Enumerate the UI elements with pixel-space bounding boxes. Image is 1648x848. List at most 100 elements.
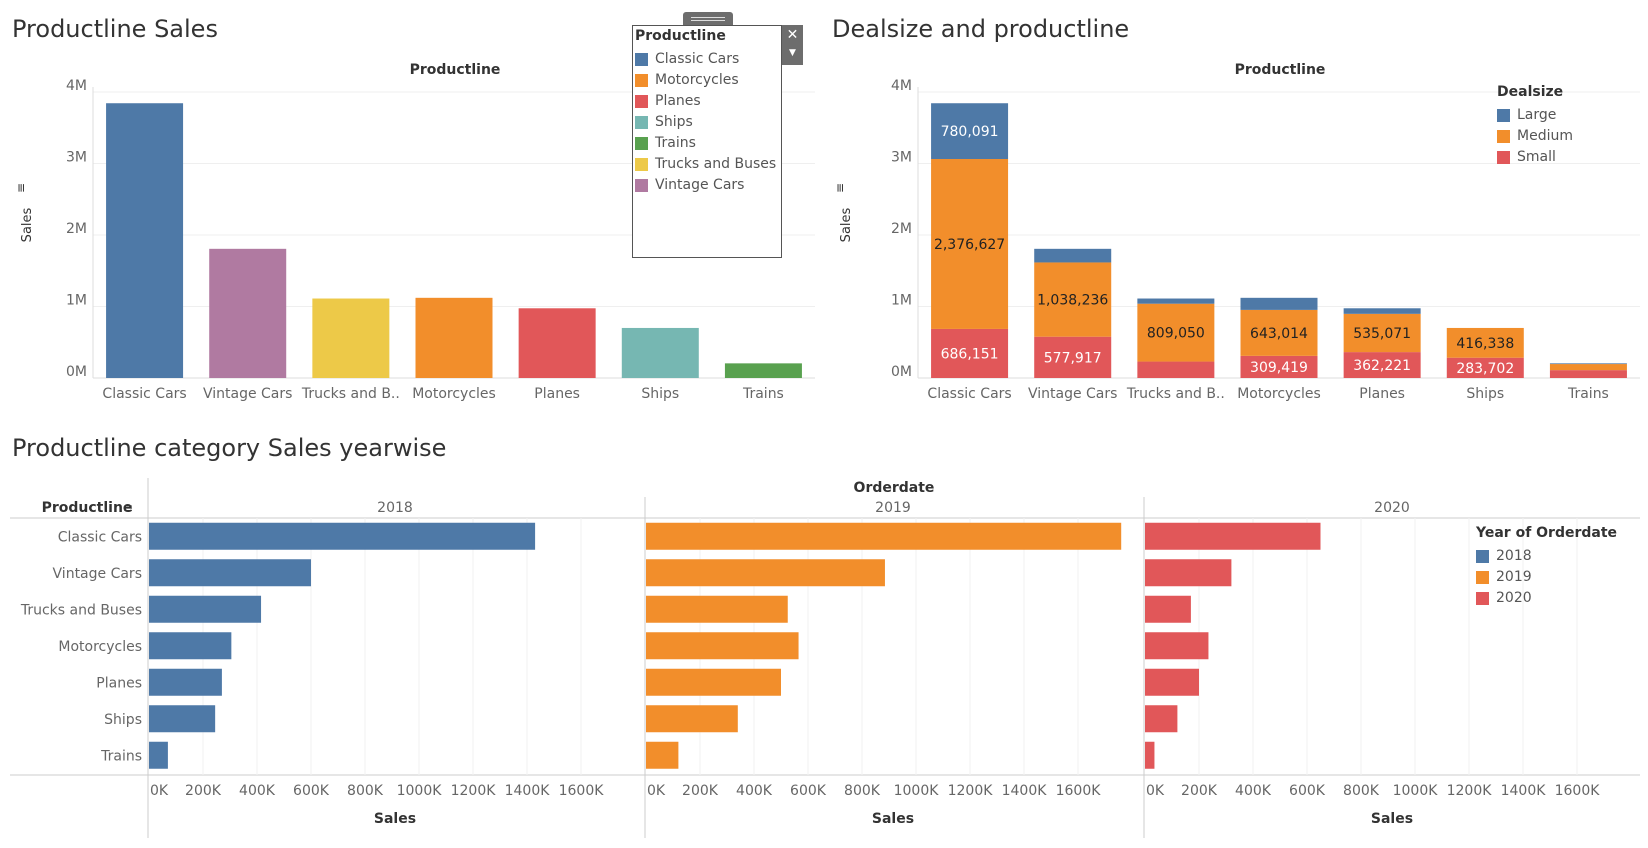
legend-label: Vintage Cars [655,177,745,193]
chart1-ytick-label: 3M [66,150,87,166]
chart3-xlabel: Sales [374,811,416,827]
productline-legend-title: Productline [635,28,726,44]
chart3-bar[interactable] [1145,668,1199,696]
chart1-bar[interactable] [415,297,493,378]
chart1-xtick-label: Ships [641,386,679,402]
chart2-bar-segment[interactable] [1137,298,1215,304]
chart2-bar-segment[interactable] [1549,363,1627,365]
chart2-bar-segment[interactable] [1137,361,1215,378]
chart3-xtick-label: 1200K [948,783,994,799]
chart2-bar-segment[interactable] [1240,309,1318,356]
chart3-xtick-label: 0K [647,783,666,799]
chart3-xtick-label: 1000K [894,783,940,799]
chart3-bar[interactable] [1145,559,1232,587]
chart3-xtick-label: 1400K [505,783,551,799]
chart2-bar-segment[interactable] [1549,364,1627,371]
chart2-bar-segment[interactable] [1343,352,1421,378]
chart3-xtick-label: 1600K [559,783,605,799]
chart1-bar[interactable] [621,327,699,378]
chart3-bar[interactable] [1145,632,1209,660]
chart3-xtick-label: 600K [790,783,827,799]
chart3-bar[interactable] [1145,522,1321,550]
legend-drag-handle[interactable] [683,12,733,26]
legend-label: Medium [1517,128,1573,144]
chart1-bar[interactable] [518,308,596,378]
chart3-row-label: Classic Cars [58,529,142,545]
legend-swatch [1497,151,1510,164]
chart3-bar[interactable] [646,632,799,660]
legend-label: Planes [655,93,701,109]
chart3-xtick-label: 200K [1181,783,1218,799]
chart2-data-label: 362,221 [1353,358,1411,374]
legend-label: Trains [655,135,696,151]
chart2-bar-segment[interactable] [1240,355,1318,378]
chevron-down-icon[interactable]: ▼ [789,48,796,58]
chart1-ylabel: Sales [20,207,35,242]
chart2-bar-segment[interactable] [1343,308,1421,314]
legend-label: 2019 [1496,569,1532,585]
chart2-bar-segment[interactable] [1034,336,1112,378]
chart2-bar-segment[interactable] [931,328,1009,378]
chart3-bar[interactable] [149,741,168,769]
chart2-ytick-label: 2M [891,221,912,237]
chart2-bar-segment[interactable] [931,159,1009,329]
chart3-xtick-label: 1200K [451,783,497,799]
chart1-bar[interactable] [312,298,390,378]
productline-legend[interactable]: Productline Classic Cars Motorcycles Plane… [632,25,782,258]
legend-label: Small [1517,149,1556,165]
chart3-column-header: Orderdate [854,480,935,496]
chart2-bar-segment[interactable] [1446,357,1524,378]
chart2-bar-segment[interactable] [1549,370,1627,378]
chart3-bar[interactable] [646,595,788,623]
chart3-xtick-label: 600K [1289,783,1326,799]
chart2-bar-segment[interactable] [1240,297,1318,310]
chart3-row-label: Planes [96,675,142,691]
chart1-xtick-label: Motorcycles [412,386,496,402]
chart3-bar[interactable] [646,668,781,696]
chart3-bar[interactable] [149,632,232,660]
chart2-bar-segment[interactable] [1137,303,1215,362]
chart1-bar[interactable] [106,103,184,378]
chart2-bar-segment[interactable] [931,103,1009,160]
chart3-bar[interactable] [646,705,738,733]
chart2-data-label: 535,071 [1353,326,1411,342]
chart3-xtick-label: 200K [682,783,719,799]
chart2-ytick-label: 1M [891,293,912,309]
chart2-xtick-label: Trains [1567,386,1609,402]
legend-swatch [635,74,648,87]
chart2-data-label: 686,151 [941,346,999,362]
chart1-bar[interactable] [209,248,287,378]
chart1-title: Productline Sales [12,15,218,43]
chart2-ylabel: Sales [839,207,854,242]
chart3-bar[interactable] [1145,705,1178,733]
chart3-bar[interactable] [646,741,679,769]
legend-swatch [635,95,648,108]
chart3-bar[interactable] [646,559,885,587]
chart3-bar[interactable] [149,559,311,587]
close-icon[interactable]: ✕ [786,27,799,43]
chart1-ytick-label: 2M [66,221,87,237]
chart3-bar[interactable] [149,668,222,696]
chart3-bar[interactable] [1145,595,1191,623]
chart2-data-label: 283,702 [1456,361,1514,377]
chart2-bar-segment[interactable] [1343,313,1421,353]
chart3-bar[interactable] [149,522,536,550]
chart2-bar-segment[interactable] [1034,262,1112,337]
chart2-title: Dealsize and productline [832,15,1130,43]
chart2-bar-segment[interactable] [1034,248,1112,263]
legend-swatch [1476,592,1489,605]
chart3-row-label: Trains [100,748,142,764]
chart3-xtick-label: 400K [239,783,276,799]
legend-swatch [635,158,648,171]
chart3-bar[interactable] [149,595,262,623]
chart3-xtick-label: 400K [736,783,773,799]
chart3-bar[interactable] [646,522,1122,550]
chart3-xtick-label: 1000K [1393,783,1439,799]
legend-swatch [635,116,648,129]
chart3-bar[interactable] [1145,741,1155,769]
chart3-xtick-label: 800K [1343,783,1380,799]
chart2-bar-segment[interactable] [1446,327,1524,358]
chart1-bar[interactable] [724,363,802,378]
chart3-bar[interactable] [149,705,216,733]
chart1-ytick-label: 4M [66,78,87,94]
